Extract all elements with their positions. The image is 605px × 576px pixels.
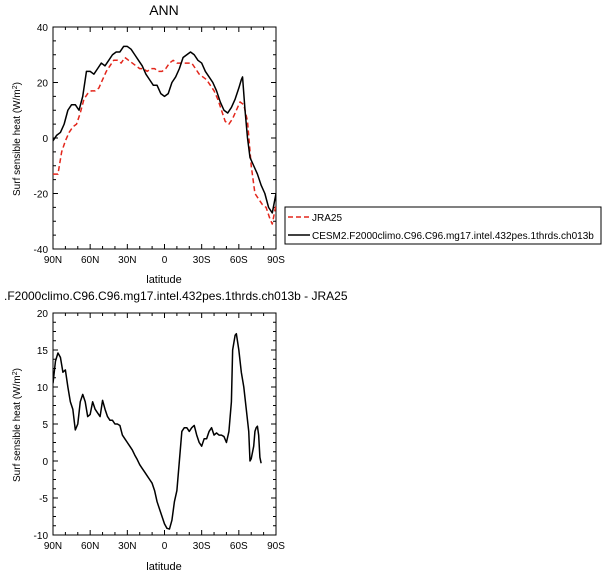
top-x-tick-label: 30S (193, 255, 211, 266)
y-axis-label: Surf sensible heat (W/m2) (12, 82, 24, 196)
bottom-x-tick-label: 0 (162, 541, 168, 552)
legend: JRA25 CESM2.F2000climo.C96.C96.mg17.inte… (284, 206, 602, 245)
legend-box (284, 206, 602, 245)
bottom-y-tick-label: -10 (34, 531, 49, 542)
legend-label-jra25: JRA25 (312, 213, 342, 224)
plot-area-bottom: 90N 60N 30N 0 30S 60S 90S -10 -5 0 5 10 15 20 (34, 309, 286, 552)
bottom-y-tick-label: 20 (37, 309, 49, 320)
bottom-y-tick-label: 10 (37, 383, 49, 394)
panel-bottom: .F2000climo.C96.C96.mg17.intel.432pes.1t… (4, 289, 348, 573)
chart-title: ANN (149, 2, 179, 18)
panel-top: ANN 90N 60N 30N 0 30S 60S 90S -40 -20 0 20 40 latit… (12, 2, 602, 286)
bottom-x-tick-label: 90S (267, 541, 285, 552)
bottom-x-tick-label: 60N (81, 541, 99, 552)
bottom-x-tick-label: 30N (118, 541, 136, 552)
top-x-tick-label: 60N (81, 255, 99, 266)
x-axis-label: latitude (146, 274, 181, 286)
bottom-x-tick-label: 90N (44, 541, 62, 552)
x-axis-label-bottom: latitude (146, 561, 181, 573)
bottom-series-line-0 (53, 332, 262, 530)
bottom-y-tick-label: 5 (42, 420, 48, 431)
top-x-tick-label: 0 (162, 255, 168, 266)
bottom-x-tick-label: 60S (230, 541, 248, 552)
bottom-y-tick-label: 0 (42, 457, 48, 468)
top-frame (52, 26, 277, 250)
top-x-tick-label: 90S (267, 255, 285, 266)
top-x-tick-label: 30N (118, 255, 136, 266)
top-y-tick-label: -40 (34, 245, 49, 256)
top-series-line-0 (53, 56, 276, 225)
top-y-tick-label: 0 (42, 134, 48, 145)
top-y-tick-label: 20 (37, 79, 49, 90)
top-x-tick-label: 60S (230, 255, 248, 266)
bottom-frame (52, 312, 277, 536)
top-series-line-1 (53, 45, 276, 214)
plot-area-top: 90N 60N 30N 0 30S 60S 90S -40 -20 0 20 40 (34, 23, 286, 266)
top-y-tick-label: 40 (37, 23, 49, 34)
bottom-y-tick-label: -5 (39, 494, 48, 505)
legend-label-cesm2: CESM2.F2000climo.C96.C96.mg17.intel.432p… (312, 231, 594, 242)
chart-title-difference: .F2000climo.C96.C96.mg17.intel.432pes.1t… (4, 289, 348, 303)
bottom-y-tick-label: 15 (37, 346, 49, 357)
bottom-x-tick-label: 30S (193, 541, 211, 552)
top-x-tick-label: 90N (44, 255, 62, 266)
y-axis-label-bottom: Surf sensible heat (W/m2) (12, 368, 24, 482)
top-y-tick-label: -20 (34, 190, 49, 201)
